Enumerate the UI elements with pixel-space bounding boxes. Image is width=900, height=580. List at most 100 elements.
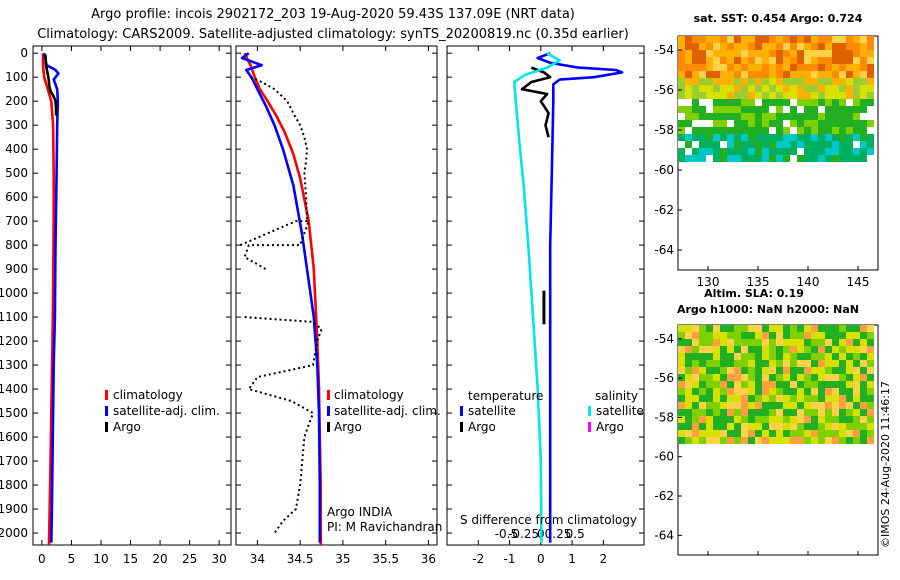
map-cell [839,85,846,92]
map-cell [818,57,825,64]
map-cell [776,92,783,99]
salinity-diff-tick-label: -0.25 [508,527,539,541]
map-cell [685,127,692,134]
map-cell [734,409,741,416]
map-cell [797,332,804,339]
map-cell [776,155,783,162]
map-cell [783,71,790,78]
map-cell [727,339,734,346]
x-tick-label: 0 [38,552,46,566]
map-cell [713,64,720,71]
map-cell [727,113,734,120]
map-cell [755,430,762,437]
map-cell [727,134,734,141]
x-tick-label: 34 [250,552,265,566]
map-cell [797,64,804,71]
map-cell [769,346,776,353]
lat-tick-label: -54 [654,332,674,346]
map-cell [762,120,769,127]
map-cell [825,106,832,113]
map-cell [713,374,720,381]
map-cell [783,381,790,388]
map-cell [734,64,741,71]
map-cell [839,381,846,388]
map-cell [790,374,797,381]
map-cell [713,325,720,332]
map-cell [727,99,734,106]
map-cell [720,416,727,423]
map-cell [741,381,748,388]
map-cell [748,64,755,71]
map-cell [776,106,783,113]
map-cell [685,416,692,423]
map-cell [846,409,853,416]
map-cell [741,409,748,416]
map-cell [839,141,846,148]
map-cell [853,388,860,395]
map-cell [741,332,748,339]
map-cell [741,57,748,64]
map-cell [769,395,776,402]
map-cell [692,437,699,444]
map-cell [832,78,839,85]
map-cell [797,430,804,437]
map-cell [769,127,776,134]
map-cell [853,64,860,71]
map-cell [748,43,755,50]
map-cell [692,339,699,346]
map-cell [846,106,853,113]
map-cell [748,395,755,402]
map-cell [762,381,769,388]
map-cell [839,120,846,127]
map-cell [804,134,811,141]
map-cell [699,332,706,339]
map-cell [692,85,699,92]
chart-title-line2: Climatology: CARS2009. Satellite-adjuste… [37,27,629,42]
map-cell [846,57,853,64]
map-cell [853,36,860,43]
map-cell [720,64,727,71]
map-cell [853,106,860,113]
map-cell [748,85,755,92]
map-cell [867,85,874,92]
map-cell [811,127,818,134]
map-cell [755,120,762,127]
map-cell [692,346,699,353]
map-cell [706,395,713,402]
map-cell [860,120,867,127]
map-cell [755,381,762,388]
map-cell [783,430,790,437]
map-cell [755,402,762,409]
map-cell [685,430,692,437]
map-cell [678,409,685,416]
map-cell [713,120,720,127]
map-cell [741,36,748,43]
map-cell [825,325,832,332]
map-cell [818,85,825,92]
map-cell [818,374,825,381]
map-cell [720,134,727,141]
map-cell [720,57,727,64]
map-cell [839,127,846,134]
map-cell [685,99,692,106]
map-cell [741,437,748,444]
map-cell [685,155,692,162]
plot-frame [32,45,232,546]
map-cell [867,99,874,106]
map-cell [734,141,741,148]
map-cell [734,134,741,141]
map-cell [706,416,713,423]
map-cell [839,339,846,346]
map-cell [804,92,811,99]
map-cell [867,416,874,423]
map-cell [783,120,790,127]
map-cell [692,92,699,99]
lat-tick-label: -58 [654,123,674,137]
map-cell [741,423,748,430]
map-cell [692,360,699,367]
map-cell [853,402,860,409]
map-cell [762,332,769,339]
map-cell [727,85,734,92]
map-cell [832,346,839,353]
map-cell [797,99,804,106]
